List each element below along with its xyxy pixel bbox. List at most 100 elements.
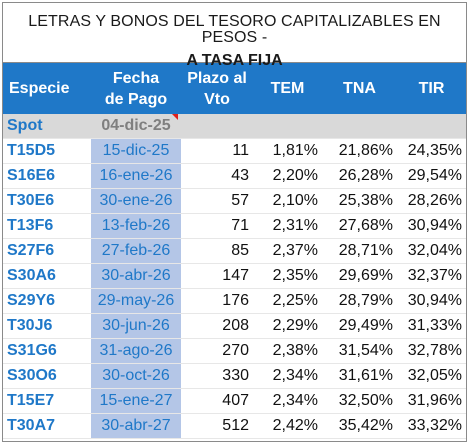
table-row: T30E6 30-ene-26 57 2,10% 25,38% 28,26% [3, 188, 466, 214]
header-plazo-line1: Plazo al [187, 69, 247, 87]
cell-tir: 33,32% [397, 413, 466, 439]
title-line-2: A TASA FIJA [186, 52, 283, 69]
cell-plazo: 407 [181, 388, 253, 414]
spot-date: 04-dic-25 [91, 114, 181, 139]
cell-tna: 25,38% [322, 188, 397, 214]
cell-especie: S16E6 [3, 163, 91, 189]
sheet-title: LETRAS Y BONOS DEL TESORO CAPITALIZABLES… [3, 3, 466, 69]
cell-plazo: 85 [181, 238, 253, 264]
header-tem: TEM [253, 63, 322, 114]
cell-fecha-pago: 15-dic-25 [91, 138, 181, 164]
cell-fecha-pago: 31-ago-26 [91, 338, 181, 364]
spot-empty-cell [397, 114, 466, 139]
table-row: T13F6 13-feb-26 71 2,31% 27,68% 30,94% [3, 213, 466, 239]
cell-fecha-pago: 27-feb-26 [91, 238, 181, 264]
cell-especie: T30J6 [3, 313, 91, 339]
cell-tem: 2,10% [253, 188, 322, 214]
cell-tem: 1,81% [253, 138, 322, 164]
header-especie: Especie [3, 63, 91, 114]
cell-fecha-pago: 29-may-26 [91, 288, 181, 314]
spot-empty-cell [253, 114, 322, 139]
cell-fecha-pago: 30-abr-26 [91, 263, 181, 289]
cell-tir: 28,26% [397, 188, 466, 214]
cell-plazo: 176 [181, 288, 253, 314]
cell-plazo: 57 [181, 188, 253, 214]
spot-row: Spot 04-dic-25 [3, 114, 466, 139]
cell-tir: 30,94% [397, 288, 466, 314]
cell-especie: T30E6 [3, 188, 91, 214]
cell-tna: 27,68% [322, 213, 397, 239]
cell-tir: 24,35% [397, 138, 466, 164]
cell-especie: T13F6 [3, 213, 91, 239]
comment-flag-icon[interactable] [172, 114, 178, 120]
cell-tna: 29,49% [322, 313, 397, 339]
table-row: S29Y6 29-may-26 176 2,25% 28,79% 30,94% [3, 288, 466, 314]
cell-tem: 2,31% [253, 213, 322, 239]
cell-especie: S30A6 [3, 263, 91, 289]
spot-empty-cell [181, 114, 253, 139]
cell-tir: 30,94% [397, 213, 466, 239]
cell-fecha-pago: 30-jun-26 [91, 313, 181, 339]
cell-tem: 2,20% [253, 163, 322, 189]
cell-tem: 2,25% [253, 288, 322, 314]
header-row: Especie Fecha de Pago Plazo al Vto TEM TNA… [3, 63, 466, 114]
cell-especie: T30A7 [3, 413, 91, 439]
table-row: S16E6 16-ene-26 43 2,20% 26,28% 29,54% [3, 163, 466, 189]
cell-tir: 32,04% [397, 238, 466, 264]
cell-plazo: 43 [181, 163, 253, 189]
cell-tem: 2,35% [253, 263, 322, 289]
cell-tna: 35,42% [322, 413, 397, 439]
cell-tna: 28,79% [322, 288, 397, 314]
cell-especie: T15E7 [3, 388, 91, 414]
cell-tem: 2,34% [253, 388, 322, 414]
cell-especie: S30O6 [3, 363, 91, 389]
cell-tna: 28,71% [322, 238, 397, 264]
rates-sheet: LETRAS Y BONOS DEL TESORO CAPITALIZABLES… [2, 2, 467, 442]
table-row: T15E7 15-ene-27 407 2,34% 32,50% 31,96% [3, 388, 466, 414]
cell-especie: S31G6 [3, 338, 91, 364]
cell-tir: 31,33% [397, 313, 466, 339]
cell-tir: 32,78% [397, 338, 466, 364]
table-row: S27F6 27-feb-26 85 2,37% 28,71% 32,04% [3, 238, 466, 264]
cell-plazo: 330 [181, 363, 253, 389]
cell-tna: 31,61% [322, 363, 397, 389]
rates-table: Especie Fecha de Pago Plazo al Vto TEM TNA… [3, 63, 466, 439]
cell-fecha-pago: 30-abr-27 [91, 413, 181, 439]
cell-plazo: 11 [181, 138, 253, 164]
cell-tir: 32,05% [397, 363, 466, 389]
table-row: S30O6 30-oct-26 330 2,34% 31,61% 32,05% [3, 363, 466, 389]
cell-tna: 32,50% [322, 388, 397, 414]
cell-tna: 26,28% [322, 163, 397, 189]
cell-plazo: 208 [181, 313, 253, 339]
cell-fecha-pago: 13-feb-26 [91, 213, 181, 239]
header-tna: TNA [322, 63, 397, 114]
table-row: T30A7 30-abr-27 512 2,42% 35,42% 33,32% [3, 413, 466, 439]
cell-fecha-pago: 30-oct-26 [91, 363, 181, 389]
cell-tir: 29,54% [397, 163, 466, 189]
table-row: S31G6 31-ago-26 270 2,38% 31,54% 32,78% [3, 338, 466, 364]
cell-especie: S29Y6 [3, 288, 91, 314]
cell-especie: T15D5 [3, 138, 91, 164]
cell-plazo: 270 [181, 338, 253, 364]
header-fecha-line2: de Pago [104, 90, 168, 108]
cell-tem: 2,37% [253, 238, 322, 264]
cell-fecha-pago: 16-ene-26 [91, 163, 181, 189]
table-row: T30J6 30-jun-26 208 2,29% 29,49% 31,33% [3, 313, 466, 339]
header-fecha-pago: Fecha de Pago [91, 63, 181, 114]
cell-plazo: 512 [181, 413, 253, 439]
spot-label: Spot [3, 114, 91, 139]
cell-tna: 21,86% [322, 138, 397, 164]
cell-tir: 32,37% [397, 263, 466, 289]
cell-tem: 2,29% [253, 313, 322, 339]
cell-tem: 2,34% [253, 363, 322, 389]
cell-fecha-pago: 15-ene-27 [91, 388, 181, 414]
spot-empty-cell [322, 114, 397, 139]
table-row: T15D5 15-dic-25 11 1,81% 21,86% 24,35% [3, 138, 466, 164]
cell-tem: 2,38% [253, 338, 322, 364]
header-plazo-line2: Vto [204, 90, 230, 108]
header-tir: TIR [397, 63, 466, 114]
cell-tna: 29,69% [322, 263, 397, 289]
title-line-1: LETRAS Y BONOS DEL TESORO CAPITALIZABLES… [28, 13, 441, 46]
spot-date-text: 04-dic-25 [101, 117, 171, 134]
cell-plazo: 71 [181, 213, 253, 239]
